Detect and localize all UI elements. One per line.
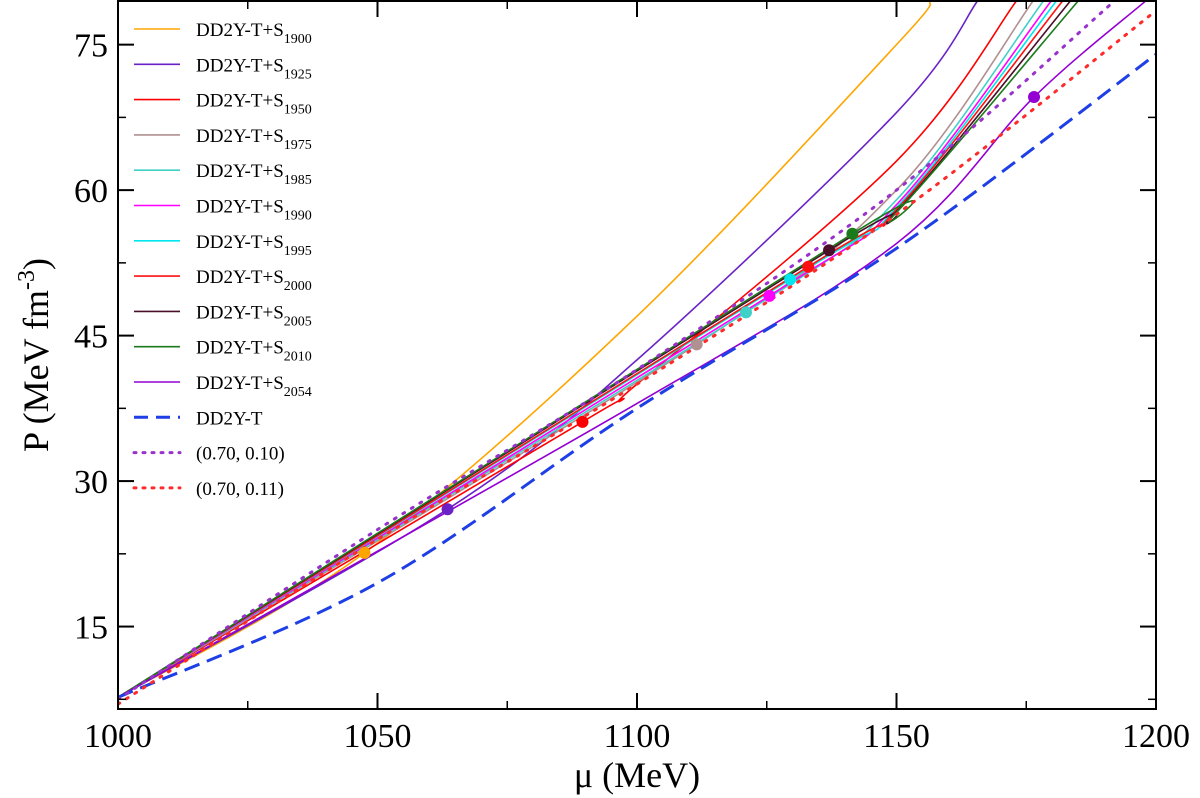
series-marker-9 xyxy=(846,227,859,240)
y-axis-title-group: P (MeV fm-3) xyxy=(14,258,56,452)
legend-label-12: (0.70, 0.10) xyxy=(196,444,285,465)
series-marker-2 xyxy=(576,415,589,428)
x-tick-label: 1000 xyxy=(84,718,152,755)
legend-label-base: DD2Y-T+S xyxy=(196,20,284,41)
tick-layer: 1000 1050 1100 1150 1200 15 30 45 60 75 xyxy=(74,1,1190,755)
legend-label-subscript: 2010 xyxy=(284,350,312,365)
series-marker-0 xyxy=(358,546,371,559)
legend-label-13: (0.70, 0.11) xyxy=(196,479,284,500)
series-marker-5 xyxy=(763,289,776,302)
legend-label-subscript: 2005 xyxy=(284,314,312,329)
series-line-10 xyxy=(118,1,1147,699)
x-tick-label: 1100 xyxy=(604,718,671,755)
legend-label-2: DD2Y-T+S1950 xyxy=(196,91,312,118)
legend-label-6: DD2Y-T+S1995 xyxy=(196,232,312,259)
legend-label-subscript: 1900 xyxy=(284,32,312,47)
legend-label-subscript: 1925 xyxy=(284,67,312,82)
legend-label-subscript: 2054 xyxy=(284,385,312,400)
y-tick-label: 30 xyxy=(74,464,108,501)
legend-label-base: (0.70, 0.11) xyxy=(196,479,284,500)
legend: DD2Y-T+S1900DD2Y-T+S1925DD2Y-T+S1950DD2Y… xyxy=(132,20,312,500)
series-marker-6 xyxy=(784,273,797,286)
legend-label-base: (0.70, 0.10) xyxy=(196,444,285,465)
legend-label-base: DD2Y-T+S xyxy=(196,267,284,288)
legend-label-11: DD2Y-T xyxy=(196,408,263,429)
legend-label-subscript: 1950 xyxy=(284,103,312,118)
series-marker-8 xyxy=(823,244,836,257)
x-tick-label: 1150 xyxy=(863,718,930,755)
legend-label-base: DD2Y-T+S xyxy=(196,197,284,218)
legend-label-8: DD2Y-T+S2005 xyxy=(196,302,312,329)
legend-label-base: DD2Y-T+S xyxy=(196,302,284,323)
y-axis-title-exponent: -3 xyxy=(14,270,40,290)
legend-label-base: DD2Y-T+S xyxy=(196,55,284,76)
legend-label-base: DD2Y-T+S xyxy=(196,232,284,253)
y-tick-label: 45 xyxy=(74,319,108,356)
x-tick-label: 1050 xyxy=(344,718,412,755)
series-line-11 xyxy=(118,53,1156,699)
legend-label-base: DD2Y-T+S xyxy=(196,126,284,147)
marker-layer xyxy=(358,91,1041,559)
x-tick-label: 1200 xyxy=(1122,718,1190,755)
legend-label-subscript: 1975 xyxy=(284,138,312,153)
legend-label-base: DD2Y-T xyxy=(196,408,263,429)
series-line-5 xyxy=(118,1,1052,699)
legend-label-10: DD2Y-T+S2054 xyxy=(196,373,312,400)
legend-label-subscript: 1985 xyxy=(284,173,312,188)
legend-label-4: DD2Y-T+S1985 xyxy=(196,161,312,188)
legend-label-5: DD2Y-T+S1990 xyxy=(196,197,312,224)
legend-label-base: DD2Y-T+S xyxy=(196,161,284,182)
x-axis-title: μ (MeV) xyxy=(574,755,700,795)
y-axis-title-close: ) xyxy=(16,258,56,270)
legend-label-base: DD2Y-T+S xyxy=(196,91,284,112)
series-marker-4 xyxy=(739,306,752,319)
y-axis-title-main: P (MeV fm xyxy=(16,290,56,452)
y-tick-label: 15 xyxy=(74,610,108,647)
series-marker-1 xyxy=(441,503,454,516)
legend-label-1: DD2Y-T+S1925 xyxy=(196,55,312,82)
legend-label-7: DD2Y-T+S2000 xyxy=(196,267,312,294)
series-marker-3 xyxy=(690,338,703,351)
legend-label-subscript: 2000 xyxy=(284,279,312,294)
series-line-1 xyxy=(118,1,979,699)
legend-label-base: DD2Y-T+S xyxy=(196,373,284,394)
series-line-9 xyxy=(118,1,1079,699)
y-axis-title: P (MeV fm-3) xyxy=(14,258,56,452)
series-line-13 xyxy=(118,9,1156,706)
y-tick-label: 60 xyxy=(74,173,108,210)
legend-label-subscript: 1995 xyxy=(284,244,312,259)
legend-label-subscript: 1990 xyxy=(284,209,312,224)
series-marker-10 xyxy=(1028,91,1041,104)
series-line-12 xyxy=(118,1,1116,701)
y-tick-label: 75 xyxy=(74,28,108,65)
legend-label-3: DD2Y-T+S1975 xyxy=(196,126,312,153)
legend-label-base: DD2Y-T+S xyxy=(196,338,284,359)
legend-label-9: DD2Y-T+S2010 xyxy=(196,338,312,365)
series-marker-7 xyxy=(802,260,815,273)
legend-label-0: DD2Y-T+S1900 xyxy=(196,20,312,47)
